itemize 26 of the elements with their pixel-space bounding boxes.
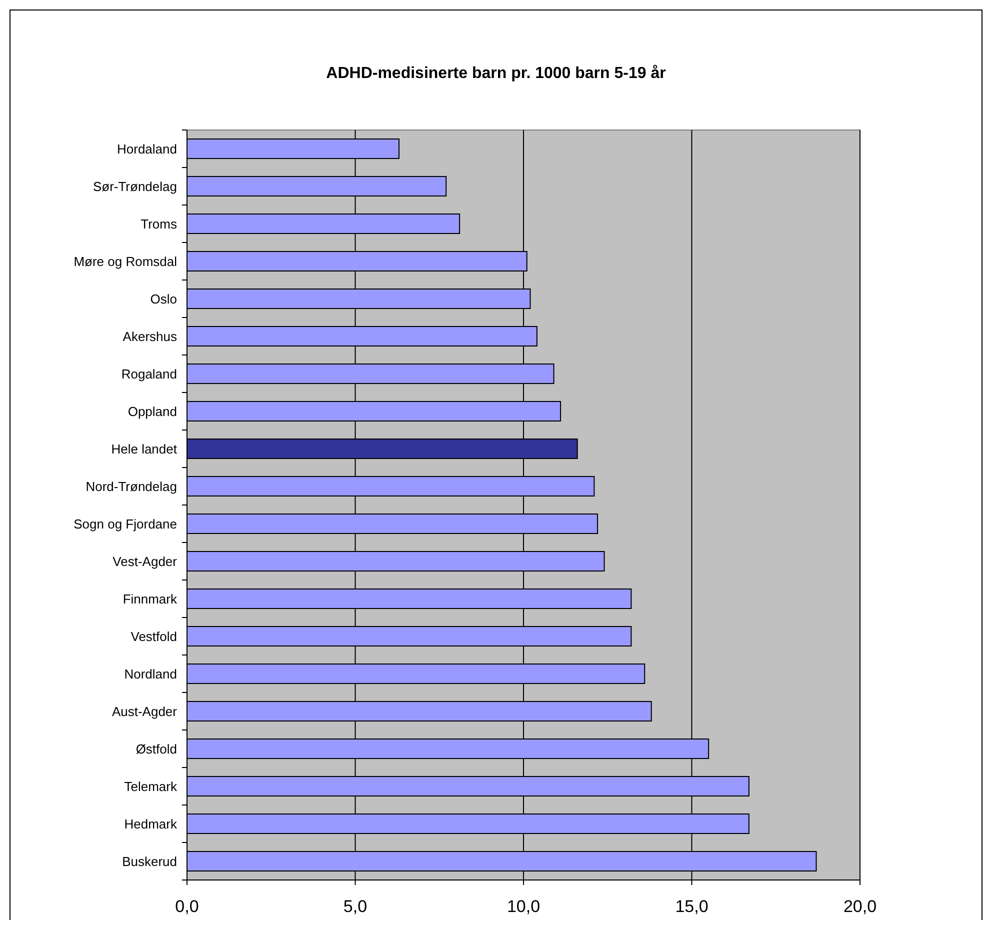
y-tick-label: Aust-Agder — [112, 704, 178, 719]
y-tick-label: Vest-Agder — [112, 554, 178, 569]
y-tick-label: Telemark — [124, 778, 178, 794]
y-tick-label: Vestfold — [130, 628, 177, 644]
x-tick-label: 20,0 — [843, 897, 877, 916]
y-tick-label: Hedmark — [124, 816, 178, 832]
y-tick-label: Østfold — [136, 741, 177, 756]
y-tick-label: Oppland — [128, 404, 177, 419]
y-tick-label: Akershus — [122, 328, 178, 344]
y-tick-label: Troms — [140, 216, 178, 232]
y-tick-label: Nordland — [124, 666, 177, 682]
x-tick-label: 5,0 — [343, 897, 368, 916]
y-tick-label: Hordaland — [117, 141, 177, 156]
y-tick-label: Finnmark — [122, 591, 178, 606]
y-tick-label: Oslo — [150, 291, 177, 306]
x-tick-label: 10,0 — [506, 897, 540, 916]
y-tick-label: Nord-Trøndelag — [86, 478, 177, 494]
y-tick-label: Buskerud — [122, 854, 177, 869]
x-tick-label: 0,0 — [175, 897, 199, 916]
x-tick-label: 15,0 — [675, 897, 708, 916]
y-tick-label: Møre og Romsdal — [74, 254, 178, 269]
y-tick-label: Sør-Trøndelag — [92, 178, 177, 194]
y-tick-label: Rogaland — [121, 366, 177, 382]
chart-title: ADHD-medisinerte barn pr. 1000 barn 5-19 år — [326, 64, 666, 82]
y-tick-label: Hele landet — [111, 441, 178, 456]
y-tick-label: Sogn og Fjordane — [74, 516, 177, 532]
